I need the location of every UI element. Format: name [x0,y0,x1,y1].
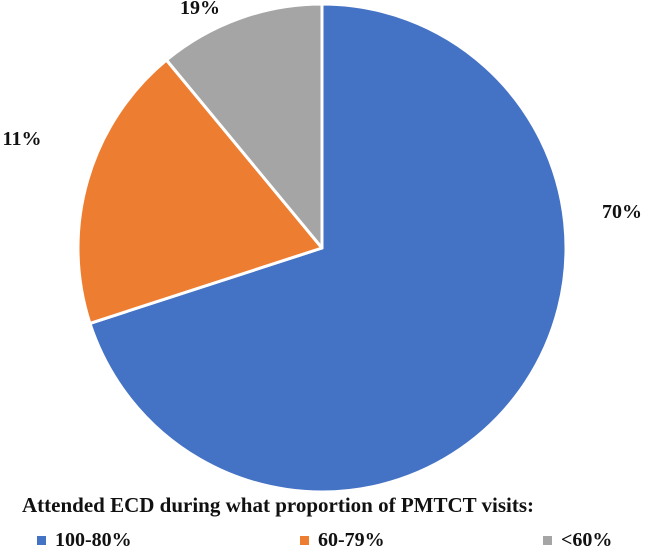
legend-item-100-80: 100-80% [37,529,132,552]
legend-label-below-60: <60% [561,529,613,551]
pie-slice-100-80 [88,2,568,494]
pie-slice-60-79 [76,58,324,325]
legend-swatch-60-79 [300,536,309,545]
data-label-1: 11% [3,128,42,150]
data-label-2: 19% [180,0,220,19]
legend-label-100-80: 100-80% [55,529,132,551]
legend-item-60-79: 60-79% [300,529,385,552]
legend-label-60-79: 60-79% [318,529,385,551]
pie-slice-below-60 [164,2,324,250]
data-label-0: 70% [602,201,642,223]
legend: 100-80% 60-79% <60% [0,529,646,551]
legend-swatch-100-80 [37,536,46,545]
legend-title: Attended ECD during what proportion of P… [22,493,535,517]
legend-item-below-60: <60% [543,529,612,552]
pie-data-labels: 70% 11% 19% [3,0,642,223]
pie-slices [76,2,568,494]
legend-swatch-below-60 [543,536,552,545]
